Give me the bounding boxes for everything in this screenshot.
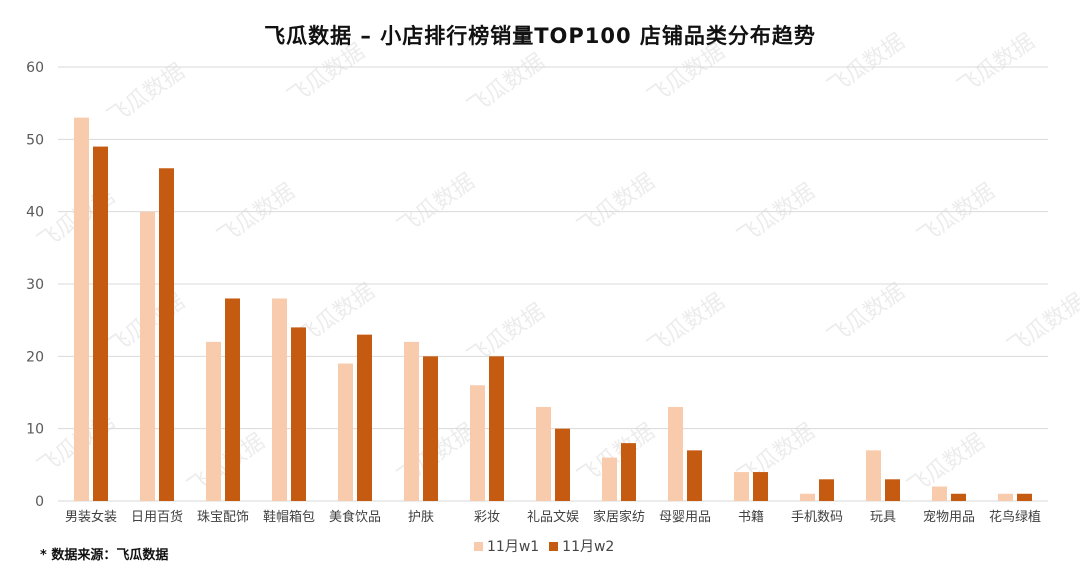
legend: 11月w1 11月w2	[474, 536, 624, 556]
x-tick-label: 花鸟绿植	[989, 509, 1041, 525]
bar-w1[interactable]	[866, 450, 881, 501]
bar-w1[interactable]	[140, 211, 155, 501]
bar-w1[interactable]	[470, 385, 485, 501]
watermark-text: 飞瓜数据	[953, 29, 1039, 100]
bar-w1[interactable]	[404, 341, 419, 501]
bar-w2[interactable]	[555, 428, 570, 501]
watermark-text: 飞瓜数据	[103, 59, 189, 130]
bar-w1[interactable]	[272, 298, 287, 501]
gridlines	[58, 66, 1048, 502]
x-tick-label: 护肤	[408, 510, 434, 525]
x-tick-label: 鞋帽箱包	[263, 509, 315, 525]
bar-w2[interactable]	[291, 327, 306, 501]
bars	[74, 117, 1032, 502]
bar-w2[interactable]	[753, 472, 768, 501]
watermark-text: 飞瓜数据	[463, 299, 549, 370]
watermark-text: 飞瓜数据	[393, 169, 479, 240]
y-tick-label: 40	[26, 205, 44, 221]
watermark-text: 飞瓜数据	[913, 179, 999, 250]
legend-swatch-w1	[474, 541, 483, 551]
bar-w1[interactable]	[800, 493, 815, 501]
watermark-text: 飞瓜数据	[733, 179, 819, 250]
y-tick-label: 20	[26, 349, 44, 365]
bar-w2[interactable]	[423, 356, 438, 501]
y-tick-label: 50	[26, 132, 44, 148]
bar-w2[interactable]	[225, 298, 240, 501]
x-tick-label: 玩具	[870, 510, 896, 525]
chart-title: 飞瓜数据 – 小店排行榜销量TOP100 店铺品类分布趋势	[264, 24, 816, 48]
watermark-text: 飞瓜数据	[283, 39, 369, 110]
bar-w2[interactable]	[357, 334, 372, 501]
x-tick-label: 书籍	[738, 509, 764, 525]
legend-item-w1[interactable]: 11月w1	[474, 536, 539, 556]
x-axis-ticks: 男装女装 日用百货 珠宝配饰 鞋帽箱包 美食饮品 护肤 彩妆 礼品文娱 家居家纺 母婴用品 书籍 手机…	[65, 509, 1041, 525]
bar-w1[interactable]	[206, 341, 221, 501]
x-tick-label: 彩妆	[474, 510, 500, 525]
x-tick-label: 宠物用品	[923, 509, 975, 525]
legend-label-w1: 11月w1	[487, 539, 540, 555]
bar-w1[interactable]	[602, 457, 617, 501]
watermark-text: 飞瓜数据	[573, 169, 659, 240]
x-tick-label: 手机数码	[791, 510, 843, 525]
y-tick-label: 0	[35, 494, 44, 510]
watermark-text: 飞瓜数据	[213, 179, 299, 250]
bar-w2[interactable]	[1017, 493, 1032, 501]
bar-w2[interactable]	[819, 479, 834, 501]
bar-w2[interactable]	[951, 493, 966, 501]
legend-swatch-w2	[549, 541, 559, 551]
bar-w2[interactable]	[159, 168, 174, 501]
bar-w2[interactable]	[621, 443, 636, 501]
legend-label-w2: 11月w2	[562, 539, 615, 555]
y-tick-label: 10	[26, 422, 44, 438]
bar-w1[interactable]	[734, 472, 749, 501]
bar-w1[interactable]	[74, 117, 89, 501]
bar-w2[interactable]	[687, 450, 702, 501]
x-tick-label: 珠宝配饰	[197, 510, 249, 525]
y-axis-ticks: 0 10 20 30 40 50 60	[26, 60, 44, 510]
x-tick-label: 礼品文娱	[527, 509, 579, 525]
legend-item-w2[interactable]: 11月w2	[549, 536, 614, 556]
watermark-text: 飞瓜数据	[823, 29, 909, 100]
x-tick-label: 日用百货	[131, 509, 183, 525]
watermark-text: 飞瓜数据	[823, 279, 909, 350]
bar-w2[interactable]	[489, 356, 504, 501]
x-tick-label: 母婴用品	[659, 510, 711, 525]
bar-w1[interactable]	[932, 486, 947, 501]
watermark-text: 飞瓜数据	[1003, 289, 1080, 360]
bar-w1[interactable]	[668, 406, 683, 501]
bar-w1[interactable]	[338, 363, 353, 501]
y-tick-label: 30	[26, 277, 44, 293]
y-tick-label: 60	[26, 60, 44, 76]
watermark-text: 飞瓜数据	[463, 49, 549, 120]
x-tick-label: 美食饮品	[329, 509, 381, 525]
x-tick-label: 家居家纺	[593, 509, 645, 525]
x-tick-label: 男装女装	[65, 509, 117, 525]
source-note: * 数据来源：飞瓜数据	[40, 548, 169, 563]
watermark-text: 飞瓜数据	[643, 39, 729, 110]
bar-w1[interactable]	[998, 493, 1013, 501]
bar-w2[interactable]	[885, 479, 900, 501]
bar-w2[interactable]	[93, 146, 108, 502]
watermark-text: 飞瓜数据	[643, 289, 729, 360]
bar-w1[interactable]	[536, 406, 551, 501]
